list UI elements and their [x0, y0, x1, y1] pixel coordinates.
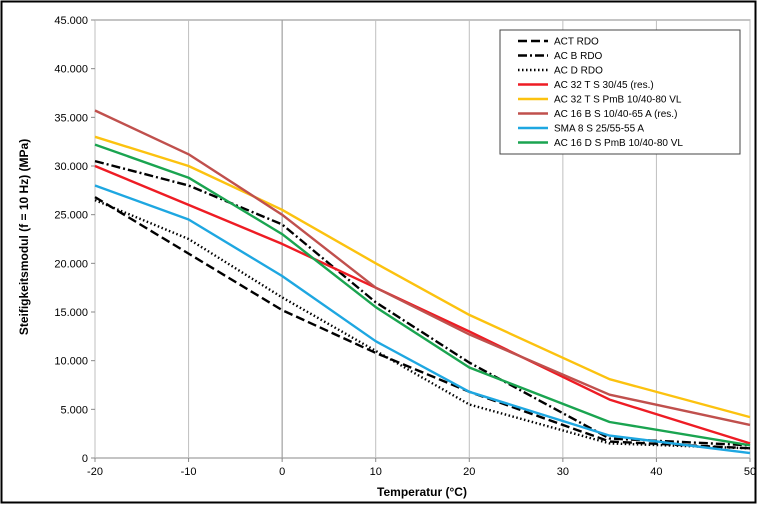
series-line-1	[94, 196, 751, 450]
series-line-3	[94, 198, 751, 450]
y-tick-label: 35.000	[54, 112, 88, 124]
legend-label: AC 32 T S PmB 10/40-80 VL	[554, 95, 682, 106]
series-line-2	[94, 159, 751, 447]
y-tick-label: 5.000	[60, 404, 88, 416]
legend-label: AC 32 T S 30/45 (res.)	[554, 80, 654, 91]
y-tick-label: 40.000	[54, 64, 88, 76]
y-tick-label: 10.000	[54, 356, 88, 368]
y-tick-label: 20.000	[54, 258, 88, 270]
series-line-6	[94, 109, 751, 427]
x-tick-label: 0	[279, 466, 285, 478]
legend-box	[499, 29, 741, 155]
x-tick-label: 40	[650, 466, 662, 478]
y-axis-title: Steifigkeitsmodul (f = 10 Hz) (MPa)	[17, 139, 31, 335]
legend-label: AC D RDO	[554, 66, 603, 77]
legend-label: AC B RDO	[554, 51, 603, 62]
x-tick-label: 50	[744, 466, 756, 478]
y-tick-label: 0	[82, 453, 88, 465]
y-tick-label: 25.000	[54, 210, 88, 222]
series-line-7	[94, 184, 751, 455]
series-line-8	[94, 143, 751, 447]
y-tick-label: 45.000	[54, 15, 88, 27]
y-tick-label: 30.000	[54, 161, 88, 173]
series-line-5	[94, 135, 751, 419]
x-tick-label: -10	[181, 466, 197, 478]
x-tick-label: 20	[463, 466, 475, 478]
x-axis-title: Temperatur (°C)	[377, 485, 467, 499]
legend-label: AC 16 B S 10/40-65 A (res.)	[554, 109, 677, 120]
legend-label: AC 16 D S PmB 10/40-80 VL	[554, 138, 683, 149]
legend-label: SMA 8 S 25/55-55 A	[554, 124, 644, 135]
x-tick-label: -20	[87, 466, 103, 478]
x-tick-label: 10	[370, 466, 382, 478]
legend-label: ACT RDO	[554, 37, 599, 48]
x-tick-label: 30	[557, 466, 569, 478]
y-tick-label: 15.000	[54, 307, 88, 319]
